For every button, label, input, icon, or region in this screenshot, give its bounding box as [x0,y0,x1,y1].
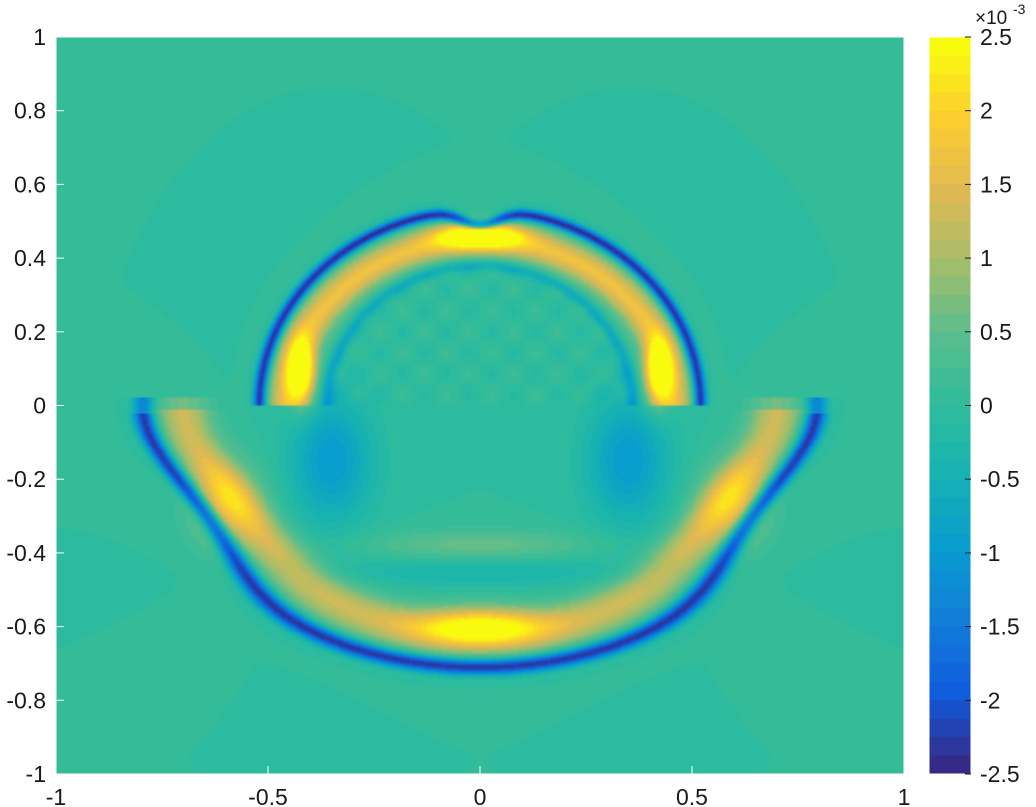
colorbar-tick-label: 1 [980,245,993,271]
y-tick-label: 0.8 [14,98,46,124]
colorbar-axis: -2.5 -2 -1.5 -1 -0.5 0 0.5 1 1.5 2 2.5 [965,24,1020,787]
colorbar-tick-label: 2.5 [980,24,1012,50]
colorbar-gradient [929,37,971,774]
colorbar-tick-label: -1 [980,540,1000,566]
colorbar-tick-label: 0 [980,393,993,419]
colorbar-tick-label: -2 [980,687,1000,713]
colorbar-multiplier-exponent: -3 [1013,1,1026,17]
colorbar-tick-label: -2.5 [980,761,1020,787]
y-tick-label: 1 [33,24,46,50]
colorbar-multiplier-base: ×10 [975,8,1007,29]
x-tick-label: -0.5 [248,784,288,807]
colorbar-tick-label: 0.5 [980,319,1012,345]
x-tick-label: 0 [474,784,487,807]
colorbar: -2.5 -2 -1.5 -1 -0.5 0 0.5 1 1.5 2 2.5 ×10 -3 [928,1,1026,787]
y-tick-label: 0.4 [14,245,46,271]
y-tick-label: 0.2 [14,319,46,345]
plot-area [55,36,905,775]
colorbar-tick-label: -0.5 [980,466,1020,492]
y-tick-label: 0 [33,393,46,419]
y-tick-label: -0.2 [6,466,46,492]
y-tick-label: -1 [26,761,46,787]
x-tick-label: 1 [898,784,911,807]
y-tick-label: -0.6 [6,614,46,640]
y-tick-label: -0.4 [6,540,46,566]
y-axis: -1 -0.8 -0.6 -0.4 -0.2 0 0.2 0.4 0.6 0.8 1 [6,24,64,787]
x-tick-label: -1 [46,784,66,807]
colorbar-tick-label: -1.5 [980,614,1020,640]
y-tick-label: 0.6 [14,171,46,197]
colorbar-tick-label: 2 [980,98,993,124]
heatmap-field [56,37,904,774]
y-tick-label: -0.8 [6,687,46,713]
x-tick-label: 0.5 [676,784,708,807]
x-axis: -1 -0.5 0 0.5 1 [46,766,911,807]
colorbar-tick-label: 1.5 [980,171,1012,197]
